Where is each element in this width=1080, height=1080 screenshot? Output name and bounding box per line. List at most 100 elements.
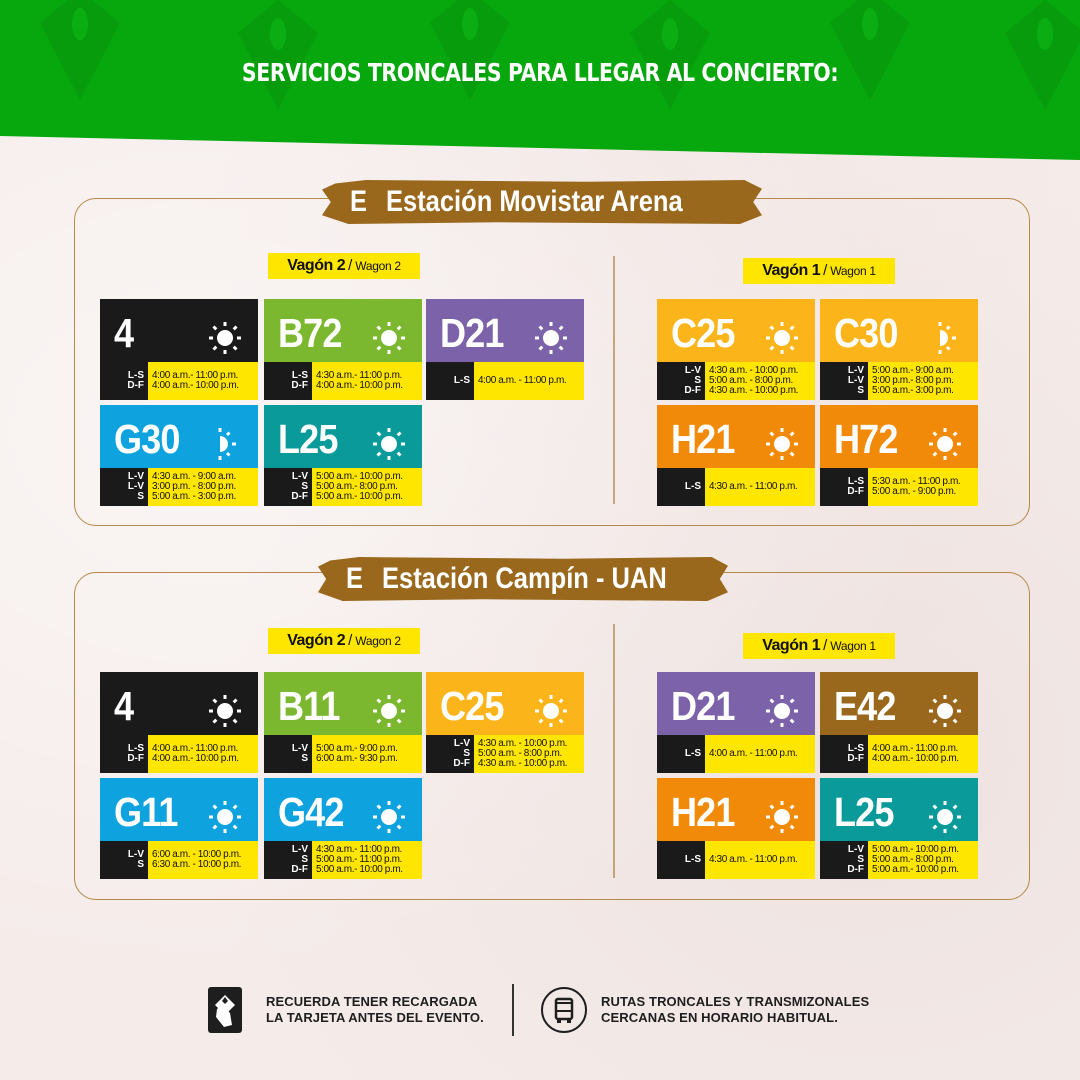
route-card[interactable]: D21 L-S 4:00 a.m. - 11:00 p.m. [657,672,815,773]
sun-icon [372,694,406,728]
half-sun-icon [928,321,962,355]
schedule-day: S [857,854,864,865]
schedule-hours: 5:00 a.m.- 9:00 p.m. 6:00 a.m.- 9:30 p.m. [312,735,422,773]
map-pin-pattern-icon [1005,0,1080,110]
schedule-day: L-S [684,748,701,759]
route-card-header: B11 [264,672,422,735]
wagon-slash: / [348,632,353,649]
sun-icon [928,800,962,834]
route-card-header: C25 [657,299,815,362]
schedule-day: S [694,375,701,386]
route-code: G30 [114,416,180,462]
schedule-hour: 4:30 a.m. - 10:00 p.m. [709,365,799,376]
schedule-hour: 4:00 a.m.- 11:00 p.m. [872,743,958,754]
route-code: L25 [834,789,894,835]
route-card-header: 4 [100,672,258,735]
route-card-header: H21 [657,405,815,468]
route-card[interactable]: G30 L-V L-V S 4:30 a.m. - 9:00 a.m. 3:00 p.m.… [100,405,258,506]
schedule-days: L-S D-F [100,735,148,773]
schedule-hours: 4:30 a.m. - 11:00 p.m. [705,841,815,879]
schedule-day: D-F [127,753,144,764]
route-card-header: L25 [264,405,422,468]
schedule-day: S [301,854,308,865]
route-schedule: L-S 4:00 a.m. - 11:00 p.m. [426,362,584,400]
sun-icon [928,694,962,728]
route-card[interactable]: H21 L-S 4:30 a.m. - 11:00 p.m. [657,405,815,506]
schedule-hour: 6:30 a.m. - 10:00 p.m. [152,859,242,870]
schedule-hours: 4:00 a.m. - 11:00 p.m. [474,362,584,400]
route-card-header: G11 [100,778,258,841]
route-code: 4 [114,310,134,356]
schedule-day: S [463,748,470,759]
schedule-day: L-S [127,370,144,381]
schedule-hours: 4:00 a.m.- 11:00 p.m. 4:00 a.m.- 10:00 p.… [148,362,258,400]
schedule-day: D-F [453,758,470,769]
schedule-hour: 5:00 a.m.- 10:00 p.m. [872,864,959,875]
route-card[interactable]: C25 L-V S D-F 4:30 a.m. - 10:00 p.m. 5:00 a.m… [657,299,815,400]
route-card[interactable]: H72 L-S D-F 5:30 a.m. - 11:00 p.m. 5:00 a.m.… [820,405,978,506]
schedule-days: L-S D-F [264,362,312,400]
sun-icon [765,321,799,355]
schedule-day: L-S [453,375,470,386]
route-code: B72 [278,310,342,356]
schedule-days: L-S D-F [820,468,868,506]
route-code: G11 [114,789,178,835]
route-card[interactable]: G42 L-V S D-F 4:30 a.m.- 11:00 p.m. 5:00 a.m.… [264,778,422,879]
schedule-hour: 4:30 a.m.- 11:00 p.m. [316,370,402,381]
wagon-label: Vagón 2 [287,257,346,274]
map-pin-pattern-icon [630,0,710,110]
schedule-hour: 4:00 a.m.- 10:00 p.m. [152,753,239,764]
schedule-hours: 6:00 a.m. - 10:00 p.m. 6:30 a.m. - 10:00 … [148,841,258,879]
schedule-days: L-S [657,468,705,506]
route-card[interactable]: 4 L-S D-F 4:00 a.m.- 11:00 p.m. 4:00 a.m.- 1… [100,672,258,773]
footer-card-note-line: RECUERDA TENER RECARGADA [266,994,478,1009]
footer-divider [512,984,514,1036]
station-label: E Estación Movistar Arena [322,180,762,224]
route-card[interactable]: L25 L-V S D-F 5:00 a.m.- 10:00 p.m. 5:00 a.m.… [264,405,422,506]
schedule-hour: 4:30 a.m.- 11:00 p.m. [316,844,402,855]
route-card[interactable]: B11 L-V S 5:00 a.m.- 9:00 p.m. 6:00 a.m.- 9:… [264,672,422,773]
schedule-days: L-S [657,735,705,773]
route-card[interactable]: H21 L-S 4:30 a.m. - 11:00 p.m. [657,778,815,879]
wagon-sublabel: Wagon 2 [355,634,401,648]
schedule-day: L-V [684,365,701,376]
station-label: E Estación Campín - UAN [318,557,728,601]
route-card-header: C30 [820,299,978,362]
schedule-hour: 4:30 a.m. - 10:00 p.m. [478,758,568,769]
route-schedule: L-V S D-F 5:00 a.m.- 10:00 p.m. 5:00 a.m.- 8… [264,468,422,506]
station-prefix: E [346,562,364,595]
route-card[interactable]: C25 L-V S D-F 4:30 a.m. - 10:00 p.m. 5:00 a.m… [426,672,584,773]
route-code: H72 [834,416,898,462]
schedule-hours: 5:00 a.m.- 9:00 a.m. 3:00 p.m.- 8:00 p.m.… [868,362,978,400]
schedule-hour: 4:30 a.m. - 11:00 p.m. [709,481,798,492]
route-card[interactable]: L25 L-V S D-F 5:00 a.m.- 10:00 p.m. 5:00 a.m.… [820,778,978,879]
route-schedule: L-V S D-F 5:00 a.m.- 10:00 p.m. 5:00 a.m.- 8… [820,841,978,879]
schedule-hours: 5:30 a.m. - 11:00 p.m. 5:00 a.m. - 9:00 p… [868,468,978,506]
wagon-tag: Vagón 2/Wagon 2 [268,628,420,654]
schedule-days: L-V S D-F [264,468,312,506]
schedule-hour: 5:00 a.m. - 3:00 p.m. [152,491,236,502]
schedule-hour: 5:00 a.m.- 9:00 a.m. [872,365,954,376]
route-code: L25 [278,416,338,462]
schedule-day: L-S [291,370,308,381]
route-schedule: L-S 4:00 a.m. - 11:00 p.m. [657,735,815,773]
route-code: C30 [834,310,898,356]
route-card[interactable]: B72 L-S D-F 4:30 a.m.- 11:00 p.m. 4:00 a.m.-… [264,299,422,400]
schedule-day: D-F [291,380,308,391]
schedule-days: L-V S D-F [426,735,474,773]
route-card[interactable]: E42 L-S D-F 4:00 a.m.- 11:00 p.m. 4:00 a.m.-… [820,672,978,773]
schedule-hours: 5:00 a.m.- 10:00 p.m. 5:00 a.m.- 8:00 p.m… [312,468,422,506]
route-card[interactable]: G11 L-V S 6:00 a.m. - 10:00 p.m. 6:30 a.m. -… [100,778,258,879]
wagon-label: Vagón 1 [762,262,821,279]
schedule-day: D-F [847,753,864,764]
route-card[interactable]: 4 L-S D-F 4:00 a.m.- 11:00 p.m. 4:00 a.m.- 1… [100,299,258,400]
schedule-hour: 6:00 a.m. - 10:00 p.m. [152,849,242,860]
route-card[interactable]: C30 L-V L-V S 5:00 a.m.- 9:00 a.m. 3:00 p.m.-… [820,299,978,400]
schedule-hour: 5:00 a.m.- 8:00 p.m. [316,481,398,492]
header-banner: SERVICIOS TRONCALES PARA LLEGAR AL CONCI… [0,0,1080,160]
route-schedule: L-V L-V S 5:00 a.m.- 9:00 a.m. 3:00 p.m.- 8:… [820,362,978,400]
route-card-header: 4 [100,299,258,362]
route-card[interactable]: D21 L-S 4:00 a.m. - 11:00 p.m. [426,299,584,400]
route-code: 4 [114,683,134,729]
schedule-day: L-S [847,743,864,754]
